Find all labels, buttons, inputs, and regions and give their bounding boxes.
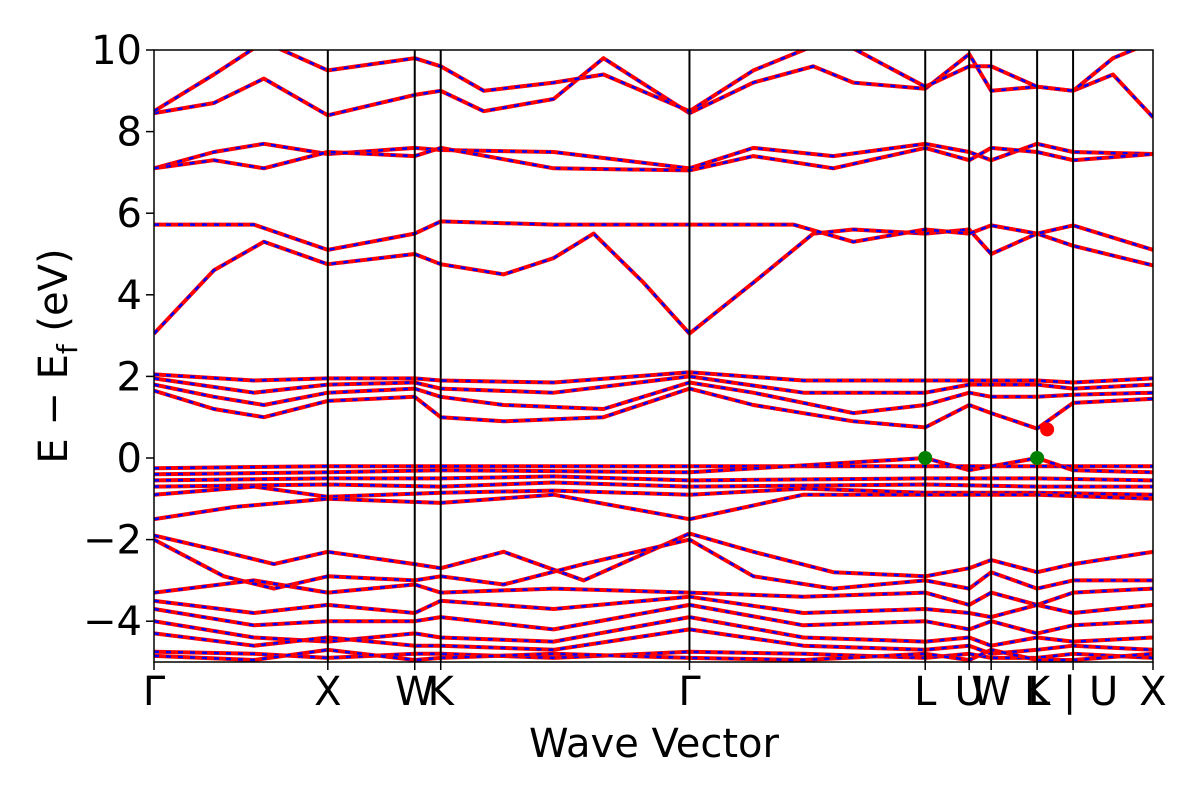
x-tick-label: Γ bbox=[678, 669, 701, 715]
band-line-overlay bbox=[154, 375, 1153, 394]
band-edge-marker bbox=[1030, 451, 1045, 465]
band-line-overlay bbox=[154, 371, 1153, 384]
x-tick-label: U bbox=[955, 669, 984, 715]
x-tick-label: L | U bbox=[1028, 669, 1118, 715]
y-tick-label: 6 bbox=[117, 191, 142, 237]
kpoint-divider-lines bbox=[326, 50, 1075, 662]
x-tick-label: L bbox=[914, 669, 937, 715]
band-lines bbox=[154, 50, 1153, 662]
x-tick-label: X bbox=[1139, 669, 1166, 715]
band-line bbox=[154, 52, 1153, 119]
band-line bbox=[154, 464, 1153, 471]
band-line-overlay bbox=[154, 142, 1153, 170]
band-line-overlay bbox=[154, 228, 1153, 336]
x-axis-title: Wave Vector bbox=[529, 721, 780, 767]
band-line-overlay bbox=[154, 648, 1153, 662]
band-line bbox=[154, 474, 1153, 483]
y-tick-label: 0 bbox=[117, 436, 142, 482]
y-tick-label: −4 bbox=[83, 599, 142, 645]
y-tick-label: 10 bbox=[91, 28, 142, 74]
band-line-overlay bbox=[154, 493, 1153, 521]
y-tick-label: 4 bbox=[117, 273, 142, 319]
x-tick-label: K bbox=[428, 669, 456, 715]
band-edge-markers bbox=[918, 422, 1055, 465]
x-tick-label: Γ bbox=[143, 669, 166, 715]
y-axis-title: E − Ef (eV) bbox=[31, 248, 84, 463]
band-line-overlay bbox=[154, 475, 1153, 482]
band-line-overlay bbox=[154, 481, 1153, 488]
band-line bbox=[154, 531, 1153, 583]
band-line-overlay bbox=[154, 220, 1153, 252]
y-tick-label: −2 bbox=[83, 518, 142, 564]
x-tick-label: X bbox=[314, 669, 341, 715]
band-line-overlay bbox=[154, 52, 1153, 119]
plot-frame bbox=[153, 49, 1154, 663]
x-tick-label: W bbox=[395, 669, 435, 715]
band-line-overlay bbox=[154, 146, 1153, 172]
band-edge-marker bbox=[1040, 422, 1055, 437]
y-tick-label: 2 bbox=[117, 354, 142, 400]
band-line bbox=[154, 492, 1153, 522]
y-axis-ticks: 10 8 6 4 2 0 −2 −4 bbox=[83, 28, 154, 645]
band-edge-marker bbox=[918, 451, 933, 465]
band-line bbox=[154, 602, 1153, 636]
x-tick-label: K bbox=[1024, 669, 1052, 715]
y-tick-label: 8 bbox=[117, 110, 142, 156]
band-line bbox=[154, 578, 1153, 607]
band-line bbox=[154, 627, 1153, 656]
band-line bbox=[154, 227, 1153, 336]
band-line-overlay bbox=[154, 532, 1153, 582]
x-tick-label: W bbox=[971, 669, 1011, 715]
band-line bbox=[154, 480, 1153, 489]
band-line bbox=[154, 594, 1153, 620]
